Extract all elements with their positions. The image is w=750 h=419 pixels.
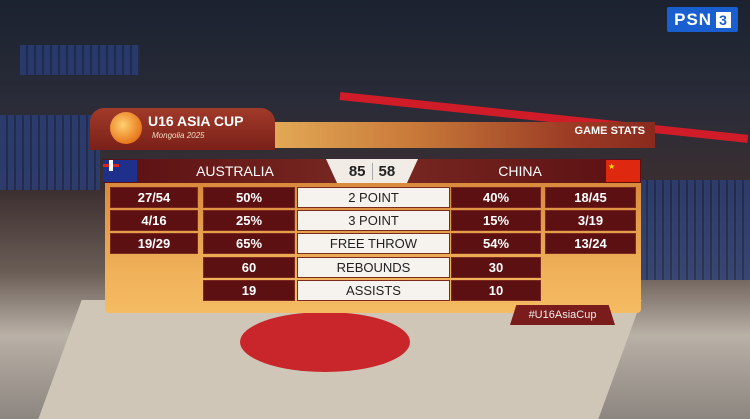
stat-home-pct: 19 bbox=[203, 280, 295, 301]
arena-seats bbox=[20, 45, 140, 75]
stat-label: FREE THROW bbox=[297, 233, 450, 254]
stat-label: 3 POINT bbox=[297, 210, 450, 231]
arena-seats bbox=[640, 180, 750, 280]
stat-home-made: 19/29 bbox=[110, 233, 198, 254]
stat-home-made: 4/16 bbox=[110, 210, 198, 231]
event-title: U16 ASIA CUP bbox=[148, 113, 244, 129]
stat-home-pct: 60 bbox=[203, 257, 295, 278]
home-team-name: AUSTRALIA bbox=[196, 163, 274, 179]
stat-label: 2 POINT bbox=[297, 187, 450, 208]
stat-home-pct: 25% bbox=[203, 210, 295, 231]
channel-number: 3 bbox=[716, 11, 731, 28]
stat-away-made: 18/45 bbox=[545, 187, 636, 208]
stat-away-made: 3/19 bbox=[545, 210, 636, 231]
scoreboard: 85 58 bbox=[326, 159, 418, 183]
broadcaster-logo: PSN 3 bbox=[667, 7, 738, 32]
stat-away-made: 13/24 bbox=[545, 233, 636, 254]
arena-seats bbox=[0, 115, 100, 190]
stat-away-pct: 30 bbox=[451, 257, 541, 278]
away-score: 58 bbox=[371, 162, 395, 180]
stat-away-pct: 40% bbox=[451, 187, 541, 208]
section-title: GAME STATS bbox=[574, 125, 645, 137]
stat-label: REBOUNDS bbox=[297, 257, 450, 278]
stat-home-pct: 50% bbox=[203, 187, 295, 208]
china-flag-icon: ★ bbox=[606, 160, 640, 182]
broadcaster-name: PSN bbox=[674, 9, 713, 29]
australia-flag-icon bbox=[103, 160, 137, 182]
stat-home-pct: 65% bbox=[203, 233, 295, 254]
court-center-logo bbox=[240, 312, 410, 372]
hashtag: #U16AsiaCup bbox=[510, 305, 615, 325]
stat-away-pct: 15% bbox=[451, 210, 541, 231]
header-band bbox=[250, 122, 655, 148]
away-team-name: CHINA bbox=[498, 163, 542, 179]
event-subtitle: Mongolia 2025 bbox=[152, 131, 205, 140]
stat-away-pct: 10 bbox=[451, 280, 541, 301]
stat-label: ASSISTS bbox=[297, 280, 450, 301]
stat-home-made: 27/54 bbox=[110, 187, 198, 208]
home-score: 85 bbox=[348, 162, 366, 180]
basketball-icon bbox=[110, 112, 142, 144]
stat-away-pct: 54% bbox=[451, 233, 541, 254]
